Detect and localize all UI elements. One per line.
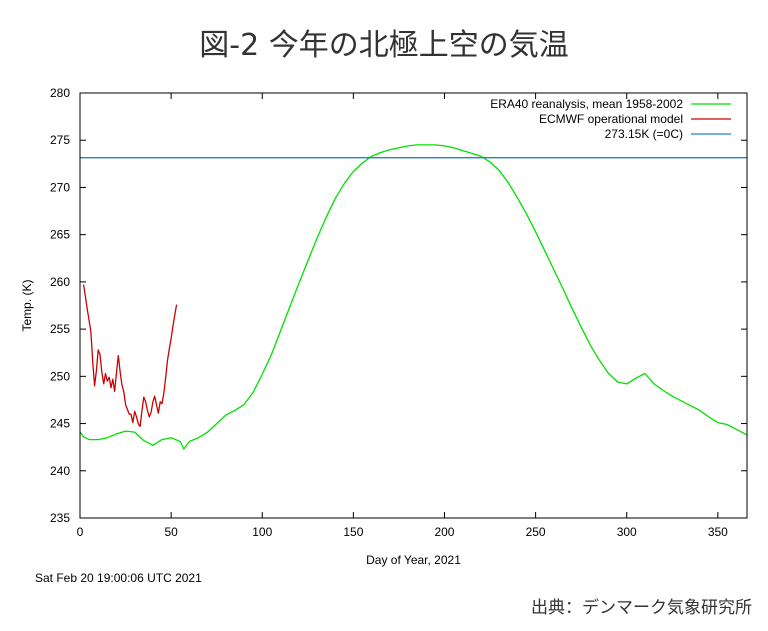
y-tick-label: 250	[50, 369, 70, 383]
source-credit: 出典：デンマーク気象研究所	[531, 598, 752, 618]
series-line-0	[79, 144, 748, 450]
timestamp: Sat Feb 20 19:00:06 UTC 2021	[35, 571, 202, 585]
y-tick-label: 275	[50, 133, 70, 147]
y-axis-label: Temp. (K)	[20, 279, 34, 331]
legend-label-0: ERA40 reanalysis, mean 1958-2002	[490, 97, 683, 111]
x-tick-label: 250	[526, 525, 546, 539]
y-tick-label: 260	[50, 275, 70, 289]
plot-frame	[79, 92, 748, 519]
x-tick-label: 200	[434, 525, 454, 539]
x-tick-label: 300	[617, 525, 637, 539]
y-tick-label: 270	[50, 180, 70, 194]
legend-label-1: ECMWF operational model	[539, 112, 683, 126]
x-tick-label: 100	[252, 525, 272, 539]
y-tick-label: 240	[50, 464, 70, 478]
chart-title: 図-2 今年の北極上空の気温	[199, 28, 569, 63]
x-tick-label: 350	[708, 525, 728, 539]
y-tick-label: 280	[50, 86, 70, 100]
y-tick-label: 255	[50, 322, 70, 336]
x-tick-label: 50	[164, 525, 178, 539]
y-tick-label: 245	[50, 417, 70, 431]
x-tick-label: 150	[343, 525, 363, 539]
y-tick-label: 265	[50, 228, 70, 242]
series-line-1	[82, 284, 178, 428]
ticks-layer: 0 50 100 150 200 250 300 350 235 240 245 250 255 260 2…	[50, 86, 747, 539]
x-axis-label: Day of Year, 2021	[366, 553, 461, 567]
legend-label-2: 273.15K (=0C)	[605, 127, 683, 141]
x-tick-label: 0	[77, 525, 84, 539]
series-layer	[79, 144, 748, 450]
y-tick-label: 235	[50, 511, 70, 525]
